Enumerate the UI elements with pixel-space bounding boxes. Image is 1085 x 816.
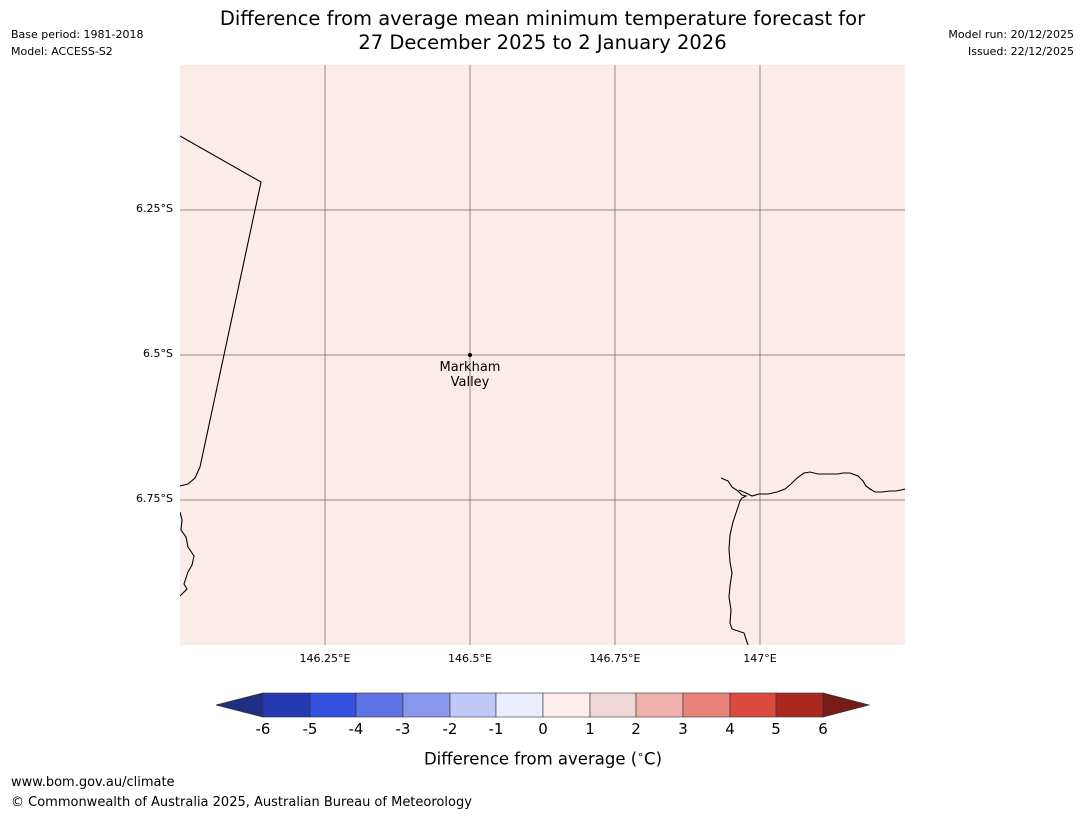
lon-label-1: 146.25°E (299, 652, 351, 665)
colorbar-tick-9: 2 (631, 720, 641, 738)
metadata-left: Base period: 1981-2018 Model: ACCESS-S2 (11, 26, 143, 60)
lon-label-3: 146.75°E (589, 652, 641, 665)
colorbar-tick-4: -3 (395, 720, 411, 738)
colorbar-tick-11: 4 (725, 720, 735, 738)
colorbar-tick-7: 0 (538, 720, 548, 738)
title-line-2: 27 December 2025 to 2 January 2026 (358, 31, 727, 54)
lat-label-3: 6.75°S (136, 492, 173, 505)
colorbar-unit: C) (644, 749, 663, 769)
gridlines (180, 65, 905, 645)
lon-label-4: 147°E (743, 652, 777, 665)
metadata-right: Model run: 20/12/2025 Issued: 22/12/2025 (948, 26, 1074, 60)
model-run: Model run: 20/12/2025 (948, 28, 1074, 41)
colorbar-tick-5: -2 (442, 720, 458, 738)
colorbar-bin-5 (449, 692, 497, 718)
degree-symbol: ∘ (637, 748, 645, 761)
place-name-line-1: Markham (439, 360, 501, 375)
colorbar-bin-10 (682, 692, 731, 718)
lon-label-2: 146.5°E (448, 652, 492, 665)
place-name-line-2: Valley (450, 375, 490, 390)
colorbar-bin-7 (542, 692, 591, 718)
colorbar-bin-11 (729, 692, 777, 718)
colorbar-tick-8: 1 (585, 720, 595, 738)
colorbar-label: Difference from average ( (423, 749, 638, 769)
colorbar-tick-1: -6 (255, 720, 271, 738)
coastline-east-north (738, 471, 905, 497)
colorbar-bin-3 (355, 692, 404, 718)
colorbar-bin-2 (309, 692, 357, 718)
footer-url[interactable]: www.bom.gov.au/climate (11, 775, 175, 790)
colorbar-extend-high (822, 692, 870, 718)
colorbar-bin-1 (262, 692, 311, 718)
colorbar-tick-10: 3 (678, 720, 688, 738)
model-name: Model: ACCESS-S2 (11, 45, 113, 58)
colorbar-title: Difference from average (∘C) (424, 748, 662, 769)
colorbar-tick-6: -1 (488, 720, 504, 738)
map-svg (180, 65, 905, 645)
colorbar-extend-low (216, 692, 264, 718)
place-marker[interactable] (468, 353, 472, 357)
colorbar (216, 692, 870, 718)
colorbar-bin-12 (775, 692, 824, 718)
boundaries (180, 135, 905, 645)
lat-label-2: 6.5°S (143, 347, 173, 360)
colorbar-bin-6 (495, 692, 544, 718)
footer-copyright: © Commonwealth of Australia 2025, Austra… (11, 795, 472, 810)
coastline-east (720, 477, 749, 645)
coastline-west (180, 511, 195, 597)
base-period: Base period: 1981-2018 (11, 28, 144, 41)
colorbar-tick-2: -5 (302, 720, 318, 738)
issued-date: Issued: 22/12/2025 (967, 45, 1074, 58)
map-title: Difference from average mean minimum tem… (150, 7, 935, 55)
colorbar-tick-3: -4 (348, 720, 364, 738)
colorbar-tick-12: 5 (771, 720, 781, 738)
colorbar-bin-4 (402, 692, 451, 718)
colorbar-bin-9 (635, 692, 684, 718)
colorbar-bin-8 (589, 692, 637, 718)
colorbar-tick-13: 6 (818, 720, 828, 738)
place-label: Markham Valley (440, 360, 501, 390)
map-area[interactable] (180, 65, 905, 645)
title-line-1: Difference from average mean minimum tem… (219, 7, 866, 30)
border-line-west (180, 135, 262, 487)
lat-label-1: 6.25°S (136, 202, 173, 215)
